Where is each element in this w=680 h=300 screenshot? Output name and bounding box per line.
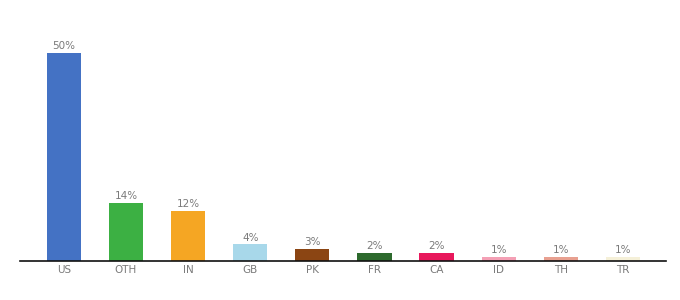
- Text: 3%: 3%: [304, 237, 320, 247]
- Text: 50%: 50%: [52, 41, 75, 51]
- Text: 12%: 12%: [177, 200, 200, 209]
- Text: 14%: 14%: [114, 191, 137, 201]
- Bar: [481, 257, 515, 261]
- Text: 1%: 1%: [615, 245, 631, 255]
- Text: 1%: 1%: [553, 245, 569, 255]
- Bar: [358, 253, 392, 261]
- Bar: [606, 257, 640, 261]
- Text: 4%: 4%: [242, 233, 258, 243]
- Bar: [47, 53, 81, 261]
- Bar: [544, 257, 578, 261]
- Bar: [295, 248, 329, 261]
- Bar: [233, 244, 267, 261]
- Bar: [109, 203, 143, 261]
- Bar: [171, 211, 205, 261]
- Text: 2%: 2%: [367, 241, 383, 251]
- Text: 2%: 2%: [428, 241, 445, 251]
- Bar: [420, 253, 454, 261]
- Text: 1%: 1%: [490, 245, 507, 255]
